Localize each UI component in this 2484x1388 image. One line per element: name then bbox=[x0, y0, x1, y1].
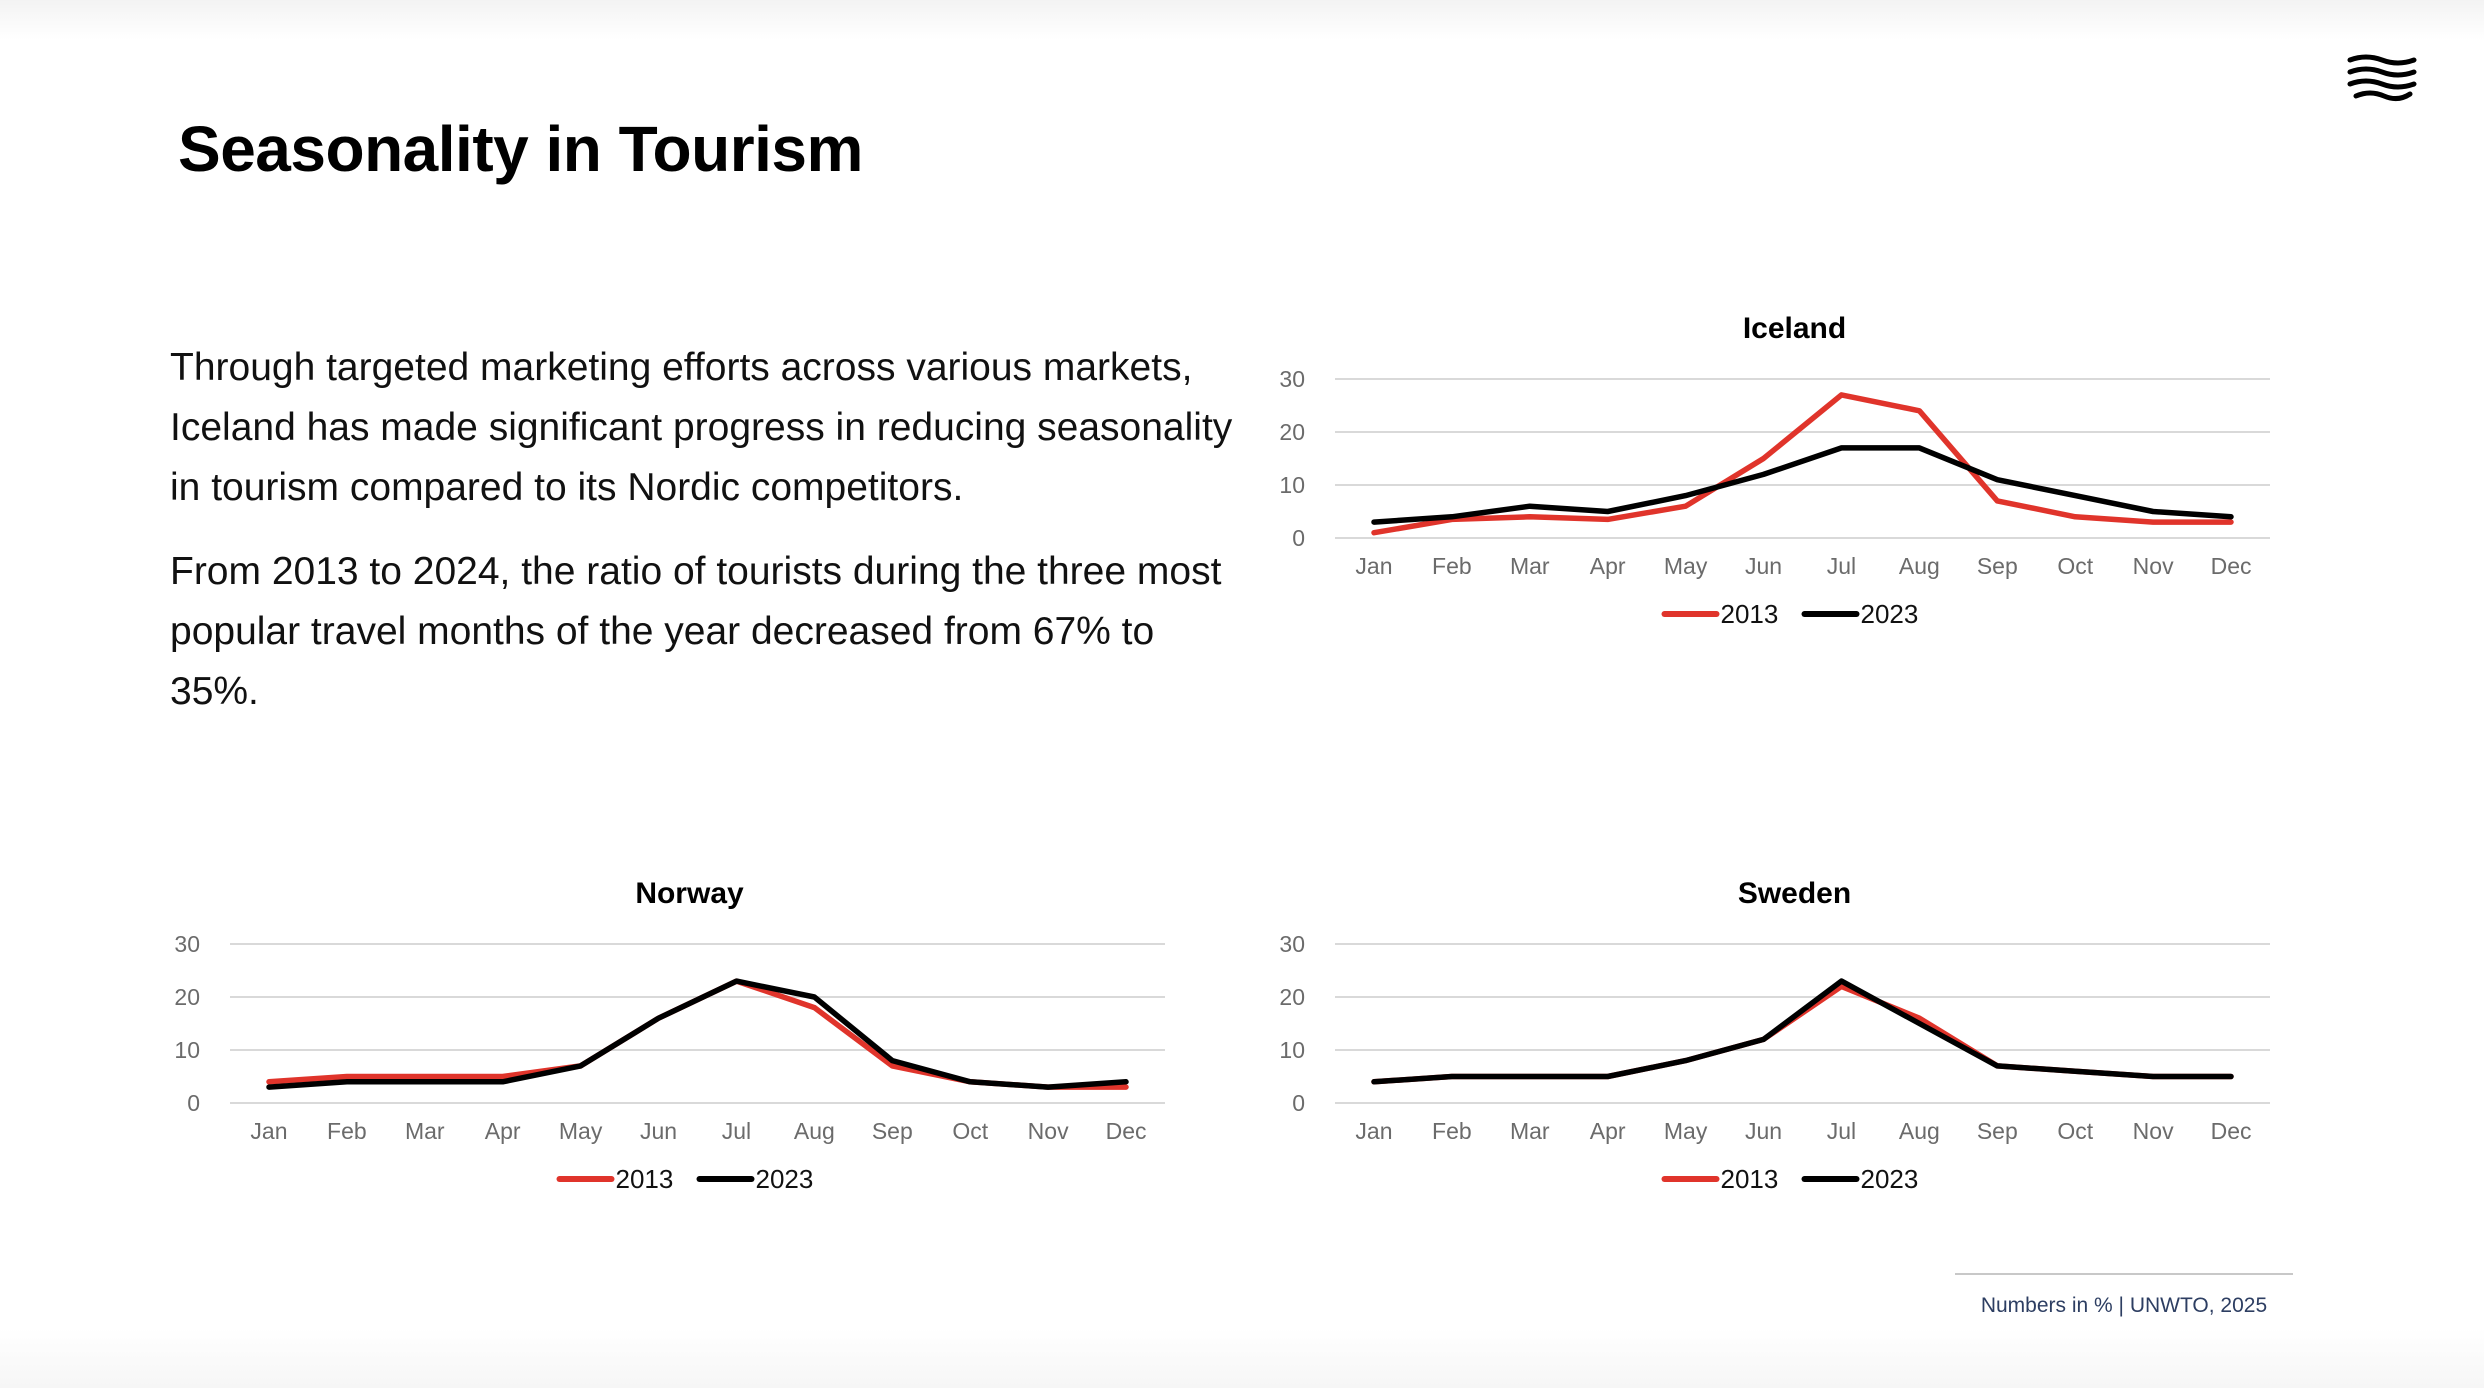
chart-svg: Iceland 0 10 20 30 Jan Feb Mar Apr May Jun Jul Aug Se… bbox=[1279, 312, 2270, 629]
legend-label-2013: 2013 bbox=[616, 1164, 674, 1194]
series-line-2023 bbox=[266, 978, 1129, 1090]
series-line-2023 bbox=[1371, 445, 2234, 525]
x-tick-label: Feb bbox=[1432, 553, 1472, 579]
x-tick-label: Mar bbox=[1510, 553, 1550, 579]
x-tick-label: Oct bbox=[2057, 1118, 2093, 1144]
x-tick-label: Jul bbox=[1827, 553, 1856, 579]
chart-svg: Norway 0 10 20 30 Jan Feb Mar Apr May Jun Jul Aug Sep… bbox=[174, 877, 1165, 1194]
x-tick-label: Sep bbox=[872, 1118, 913, 1144]
x-tick-label: Aug bbox=[1899, 553, 1940, 579]
source-divider bbox=[1955, 1273, 2293, 1275]
chart-sweden: Sweden 0 10 20 30 Jan Feb Mar Apr May Jun Jul Aug Sep… bbox=[1270, 870, 2290, 1220]
y-tick-label: 10 bbox=[1279, 472, 1305, 498]
x-tick-label: Aug bbox=[1899, 1118, 1940, 1144]
x-tick-label: Jun bbox=[1745, 553, 1782, 579]
x-tick-label: May bbox=[559, 1118, 603, 1144]
body-text: Through targeted marketing efforts acros… bbox=[170, 338, 1250, 746]
chart-title: Iceland bbox=[1743, 312, 1846, 345]
x-tick-label: Jan bbox=[1355, 553, 1392, 579]
top-shade bbox=[0, 0, 2484, 40]
x-tick-label: Apr bbox=[485, 1118, 521, 1144]
x-tick-label: May bbox=[1664, 553, 1708, 579]
legend-label-2013: 2013 bbox=[1721, 599, 1779, 629]
series-line-2013 bbox=[1371, 983, 2234, 1085]
chart-iceland: Iceland 0 10 20 30 Jan Feb Mar Apr May Jun Jul Aug Se… bbox=[1270, 305, 2290, 655]
chart-norway: Norway 0 10 20 30 Jan Feb Mar Apr May Jun Jul Aug Sep… bbox=[165, 870, 1185, 1220]
x-tick-label: Jul bbox=[1827, 1118, 1856, 1144]
x-tick-label: Mar bbox=[1510, 1118, 1550, 1144]
y-tick-label: 20 bbox=[1279, 984, 1305, 1010]
x-tick-label: Jun bbox=[1745, 1118, 1782, 1144]
y-tick-label: 30 bbox=[1279, 366, 1305, 392]
y-tick-label: 0 bbox=[1292, 525, 1305, 551]
x-tick-label: Dec bbox=[2211, 1118, 2252, 1144]
y-tick-label: 0 bbox=[1292, 1090, 1305, 1116]
x-tick-label: Jun bbox=[640, 1118, 677, 1144]
x-tick-label: Dec bbox=[2211, 553, 2252, 579]
x-tick-label: Apr bbox=[1590, 553, 1626, 579]
legend-label-2013: 2013 bbox=[1721, 1164, 1779, 1194]
x-tick-label: Mar bbox=[405, 1118, 445, 1144]
x-tick-label: Aug bbox=[794, 1118, 835, 1144]
y-tick-label: 20 bbox=[1279, 419, 1305, 445]
source-note: Numbers in % | UNWTO, 2025 bbox=[1980, 1294, 2268, 1317]
paragraph-1: Through targeted marketing efforts acros… bbox=[170, 346, 1233, 509]
y-tick-label: 10 bbox=[1279, 1037, 1305, 1063]
waves-logo-icon bbox=[2347, 54, 2417, 102]
x-tick-label: Oct bbox=[952, 1118, 988, 1144]
y-tick-label: 20 bbox=[174, 984, 200, 1010]
chart-svg: Sweden 0 10 20 30 Jan Feb Mar Apr May Jun Jul Aug Sep… bbox=[1279, 877, 2270, 1194]
y-tick-label: 30 bbox=[1279, 931, 1305, 957]
bottom-shade bbox=[0, 1328, 2484, 1388]
x-tick-label: Jul bbox=[722, 1118, 751, 1144]
legend-label-2023: 2023 bbox=[756, 1164, 814, 1194]
y-tick-label: 10 bbox=[174, 1037, 200, 1063]
y-tick-label: 30 bbox=[174, 931, 200, 957]
x-tick-label: Oct bbox=[2057, 553, 2093, 579]
x-tick-label: Nov bbox=[2133, 1118, 2174, 1144]
chart-title: Sweden bbox=[1738, 877, 1851, 910]
x-tick-label: Feb bbox=[327, 1118, 367, 1144]
legend-label-2023: 2023 bbox=[1861, 1164, 1919, 1194]
x-tick-label: Nov bbox=[1028, 1118, 1069, 1144]
legend-label-2023: 2023 bbox=[1861, 599, 1919, 629]
series-line-2023 bbox=[1371, 978, 2234, 1085]
x-tick-label: Apr bbox=[1590, 1118, 1626, 1144]
x-tick-label: Sep bbox=[1977, 1118, 2018, 1144]
x-tick-label: Sep bbox=[1977, 553, 2018, 579]
x-tick-label: Nov bbox=[2133, 553, 2174, 579]
chart-title: Norway bbox=[635, 877, 744, 910]
x-tick-label: Dec bbox=[1106, 1118, 1147, 1144]
series-line-2013 bbox=[1371, 392, 2234, 536]
x-tick-label: May bbox=[1664, 1118, 1708, 1144]
x-tick-label: Feb bbox=[1432, 1118, 1472, 1144]
page-title: Seasonality in Tourism bbox=[178, 113, 863, 185]
paragraph-2: From 2013 to 2024, the ratio of tourists… bbox=[170, 550, 1222, 713]
y-tick-label: 0 bbox=[187, 1090, 200, 1116]
x-tick-label: Jan bbox=[1355, 1118, 1392, 1144]
x-tick-label: Jan bbox=[250, 1118, 287, 1144]
